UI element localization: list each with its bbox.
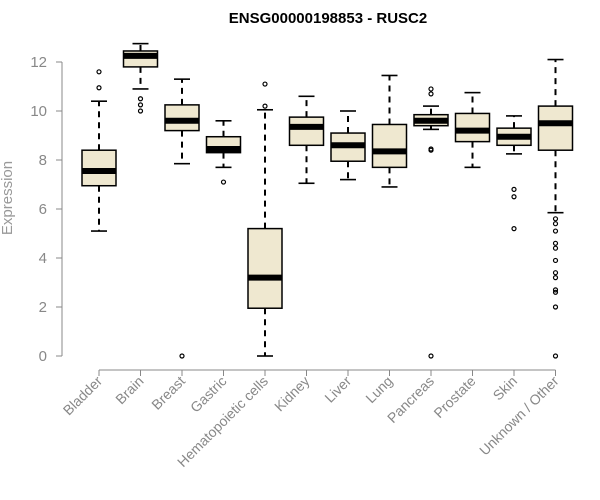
y-tick-label: 12 <box>30 54 47 71</box>
box-group <box>413 86 449 359</box>
outlier-point <box>511 186 517 192</box>
outlier-point <box>552 287 559 293</box>
outlier-point <box>552 216 559 222</box>
outlier-point <box>220 179 227 185</box>
outlier-point <box>511 226 517 232</box>
box-iqr <box>371 123 408 169</box>
y-tick-label: 6 <box>39 201 47 218</box>
box-group <box>496 115 532 232</box>
y-tick-label: 2 <box>39 299 47 316</box>
box-group <box>247 81 283 357</box>
box-group <box>205 120 242 185</box>
outlier-point <box>137 102 144 108</box>
outlier-point <box>552 275 559 281</box>
y-axis: 0 2 4 6 8 10 12 <box>30 54 63 365</box>
outlier-point <box>511 194 517 200</box>
outlier-point <box>137 108 144 114</box>
outlier-point <box>552 257 559 264</box>
outlier-point <box>428 353 434 359</box>
y-axis-label: Expression <box>0 161 16 235</box>
box-group <box>122 42 159 114</box>
box-iqr <box>247 227 283 309</box>
x-tick-label: Bladder <box>60 373 106 419</box>
y-tick-label: 8 <box>39 152 47 169</box>
x-tick-label: Breast <box>148 373 188 413</box>
box-iqr <box>164 104 200 132</box>
outlier-point <box>552 228 559 234</box>
box-iqr <box>537 105 574 151</box>
outlier-point <box>552 270 559 276</box>
box-group <box>371 74 408 188</box>
y-tick-label: 10 <box>30 103 47 120</box>
box-group <box>81 69 117 232</box>
outlier-point <box>552 304 559 310</box>
x-tick-label: Prostate <box>430 373 478 421</box>
outlier-point <box>428 86 434 92</box>
box-group <box>164 78 200 359</box>
outlier-point <box>137 96 144 102</box>
plot-area <box>81 42 574 359</box>
outlier-point <box>552 245 559 251</box>
box-group <box>330 110 366 181</box>
x-tick-label: Kidney <box>271 373 313 415</box>
chart-title: ENSG00000198853 - RUSC2 <box>229 10 427 27</box>
x-tick-label: Lung <box>362 373 395 406</box>
outlier-point <box>96 85 102 91</box>
outlier-point <box>96 69 102 75</box>
outlier-point <box>552 353 559 359</box>
outlier-point <box>262 81 268 87</box>
x-tick-label: Unknown / Other <box>476 373 562 459</box>
x-tick-label: Skin <box>490 373 521 404</box>
outlier-point <box>552 240 559 246</box>
y-tick-label: 4 <box>39 250 47 267</box>
outlier-point <box>428 146 434 152</box>
outlier-point <box>262 103 268 109</box>
y-tick-label: 0 <box>39 348 47 365</box>
box-group <box>454 91 491 169</box>
x-tick-label: Brain <box>112 373 146 407</box>
outlier-point <box>179 353 185 359</box>
box-iqr <box>81 149 117 187</box>
outlier-point <box>552 289 559 295</box>
box-group <box>537 58 574 359</box>
outlier-point <box>552 221 559 227</box>
outlier-point <box>428 91 434 97</box>
box-iqr <box>288 116 325 147</box>
x-tick-label: Liver <box>321 373 354 406</box>
box-group <box>288 95 325 185</box>
box-iqr <box>454 112 491 143</box>
